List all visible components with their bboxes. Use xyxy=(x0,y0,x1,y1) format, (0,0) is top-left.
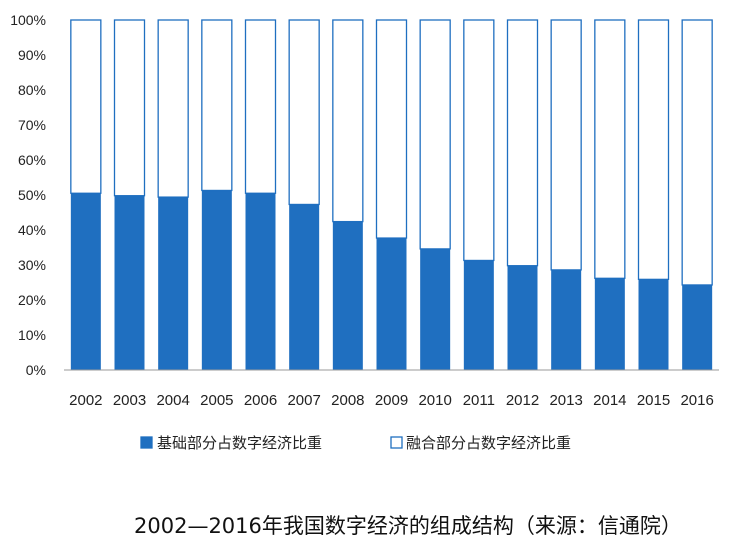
x-tick-label: 2002 xyxy=(69,392,102,409)
x-tick-label: 2015 xyxy=(637,392,670,409)
y-tick-label: 10% xyxy=(18,327,46,343)
x-tick-label: 2011 xyxy=(463,392,495,409)
x-tick-label: 2004 xyxy=(156,392,189,409)
y-tick-label: 60% xyxy=(18,152,46,168)
bar-fusion-segment xyxy=(70,19,102,194)
bar-fusion-segment xyxy=(463,19,495,262)
legend-swatch-basic xyxy=(140,436,153,449)
bar-fusion-segment xyxy=(681,19,713,286)
x-tick-label: 2014 xyxy=(593,392,626,409)
x-tick-label: 2012 xyxy=(506,392,539,409)
bar-basic-segment xyxy=(245,193,276,370)
bar-fusion-segment xyxy=(550,19,582,271)
legend-label-basic: 基础部分占数字经济比重 xyxy=(157,434,322,452)
bar-fusion-segment xyxy=(201,19,233,192)
x-tick-label: 2009 xyxy=(375,392,408,409)
bar-fusion-segment xyxy=(594,19,626,279)
x-tick-label: 2008 xyxy=(331,392,364,409)
x-tick-label: 2010 xyxy=(418,392,451,409)
bar-basic-segment xyxy=(376,238,407,370)
bar-basic-segment xyxy=(289,204,320,370)
bar-basic-segment xyxy=(638,279,669,370)
x-tick-label: 2016 xyxy=(680,392,713,409)
bar-basic-segment xyxy=(682,284,713,370)
y-tick-label: 50% xyxy=(18,187,46,203)
y-tick-label: 70% xyxy=(18,117,46,133)
figure-caption: 2002—2016年我国数字经济的组成结构（来源：信通院） xyxy=(134,514,682,538)
x-tick-label: 2003 xyxy=(113,392,146,409)
y-tick-label: 40% xyxy=(18,222,46,238)
bar-basic-segment xyxy=(551,269,582,370)
legend-label-fusion: 融合部分占数字经济比重 xyxy=(406,434,571,452)
bar-fusion-segment xyxy=(332,19,364,223)
y-tick-label: 30% xyxy=(18,257,46,273)
bar-fusion-segment xyxy=(419,19,451,250)
x-tick-label: 2005 xyxy=(200,392,233,409)
bar-fusion-segment xyxy=(375,19,408,239)
bar-basic-segment xyxy=(158,197,189,370)
bar-basic-segment xyxy=(594,278,625,370)
y-tick-label: 80% xyxy=(18,82,46,98)
bar-basic-segment xyxy=(201,190,232,370)
x-tick-label: 2007 xyxy=(287,392,320,409)
y-tick-label: 0% xyxy=(26,362,46,378)
bar-fusion-segment xyxy=(506,19,539,267)
x-axis: 2002 2003 2004 2005 2006 2007 2008 2009 2010 2011… xyxy=(64,369,719,409)
y-axis: 0% 10% 20% 30% 40% 50% 60% 70% 80% 90% 100% xyxy=(10,12,46,378)
legend-swatch-fusion xyxy=(390,436,403,449)
bars-group xyxy=(70,19,713,370)
y-tick-label: 90% xyxy=(18,47,46,63)
y-tick-label: 20% xyxy=(18,292,46,308)
legend: 基础部分占数字经济比重 融合部分占数字经济比重 xyxy=(140,434,571,452)
x-tick-label: 2013 xyxy=(549,392,582,409)
bar-basic-segment xyxy=(332,221,363,370)
bar-basic-segment xyxy=(507,265,538,370)
bar-basic-segment xyxy=(70,193,101,370)
bar-fusion-segment xyxy=(157,19,189,198)
x-tick-label: 2006 xyxy=(244,392,277,409)
bar-fusion-segment xyxy=(113,19,146,197)
bar-fusion-segment xyxy=(637,19,670,281)
bar-fusion-segment xyxy=(288,19,320,206)
bar-basic-segment xyxy=(420,248,451,370)
y-tick-label: 100% xyxy=(10,12,46,28)
bar-basic-segment xyxy=(114,195,145,370)
bar-basic-segment xyxy=(463,260,494,370)
bar-fusion-segment xyxy=(244,19,277,194)
